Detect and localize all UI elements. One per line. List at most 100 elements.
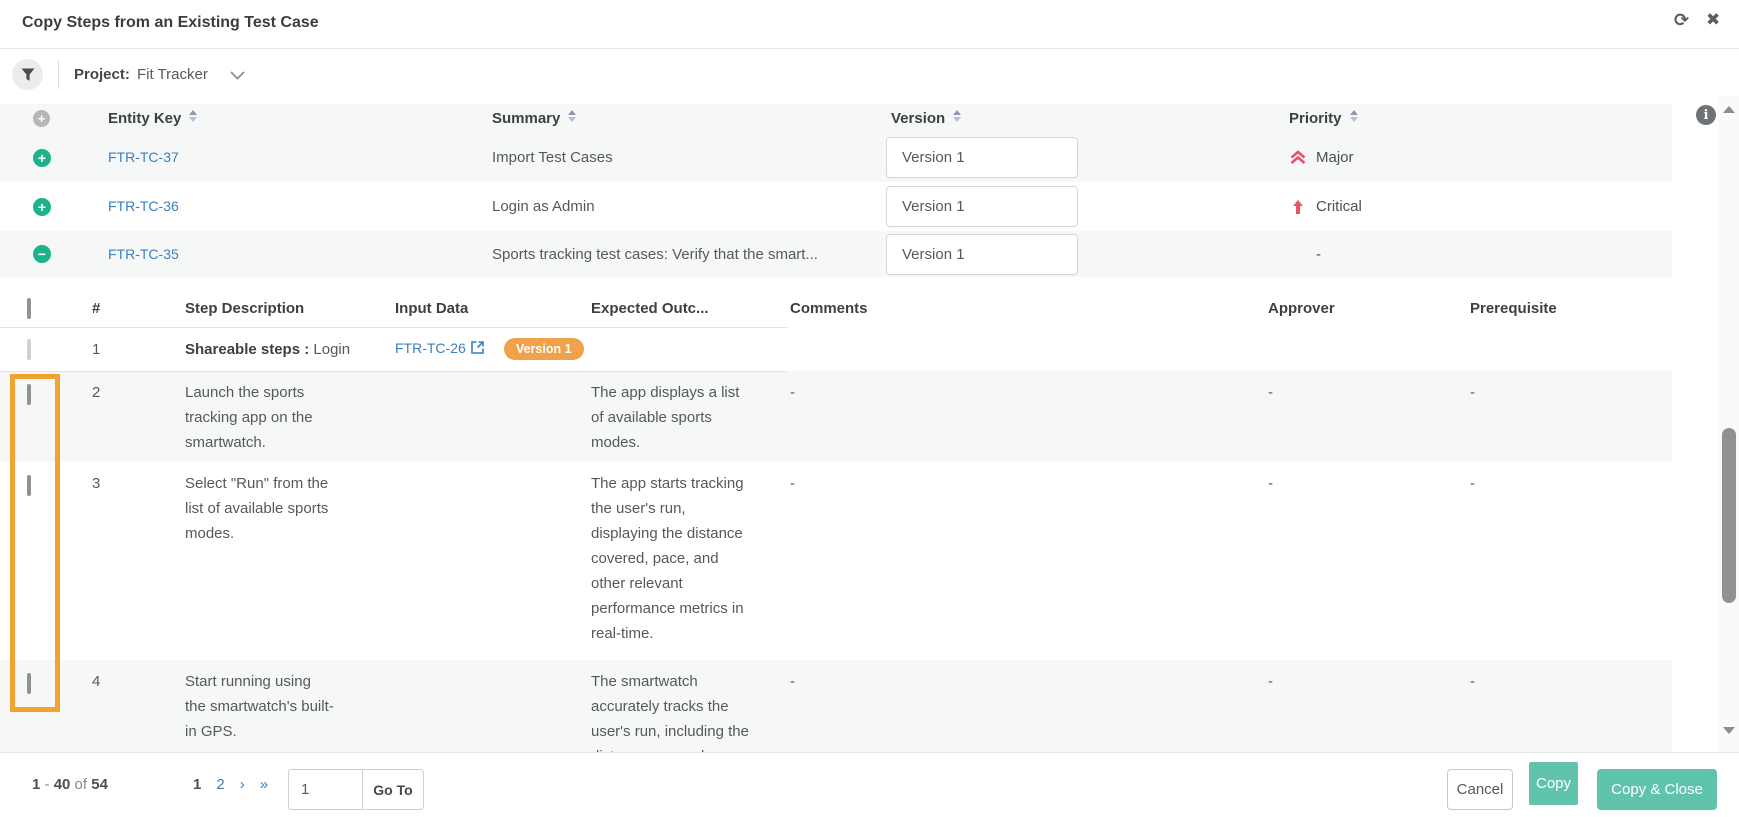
approver-value: -: [1268, 673, 1273, 690]
column-prerequisite: Prerequisite: [1470, 300, 1557, 317]
step-row: 1 Shareable steps : Login FTR-TC-26 Vers…: [0, 327, 1672, 371]
column-comments: Comments: [790, 300, 868, 317]
test-cases-table: + Entity Key Summary Version Priority + …: [0, 104, 1672, 277]
step-number: 4: [92, 673, 101, 690]
sort-icon[interactable]: [568, 110, 577, 122]
version-input[interactable]: [886, 186, 1078, 227]
expand-row-icon[interactable]: +: [33, 197, 51, 216]
range-start: 1: [32, 776, 41, 793]
page-2-link[interactable]: 2: [216, 776, 225, 793]
column-label: Version: [891, 110, 946, 127]
info-icon[interactable]: i: [1696, 105, 1716, 125]
test-case-row: + FTR-TC-36 Login as Admin Critical: [0, 182, 1672, 231]
cancel-button[interactable]: Cancel: [1447, 769, 1513, 810]
goto-button[interactable]: Go To: [362, 769, 424, 810]
column-label: Summary: [492, 110, 561, 127]
entity-key-link[interactable]: FTR-TC-37: [108, 149, 179, 165]
of-label: of: [74, 776, 88, 793]
column-step-description: Step Description: [185, 300, 305, 317]
step-number: 1: [92, 340, 101, 358]
step-row: 4 Start running using the smartwatch's b…: [0, 660, 1672, 752]
priority-label: Major: [1316, 149, 1354, 166]
expected-outcome: The smartwatch accurately tracks the use…: [591, 673, 749, 752]
entity-key-link[interactable]: FTR-TC-35: [108, 245, 179, 262]
expected-outcome: The app displays a list of available spo…: [591, 384, 740, 451]
column-input-data: Input Data: [395, 300, 469, 317]
steps-header-row: # Step Description Input Data Expected O…: [0, 290, 1672, 327]
expand-all-icon[interactable]: +: [33, 110, 50, 128]
column-expected-outcome: Expected Outc...: [591, 300, 709, 317]
step-description: Login: [309, 340, 351, 358]
collapse-row-icon[interactable]: −: [33, 245, 51, 263]
chevron-down-icon[interactable]: [230, 71, 245, 80]
scroll-up-icon[interactable]: [1723, 106, 1735, 113]
toolbar: Project: Fit Tracker i: [0, 49, 1739, 125]
comments-value: -: [790, 673, 795, 690]
scrollbar-thumb[interactable]: [1722, 428, 1736, 603]
copy-and-close-button[interactable]: Copy & Close: [1597, 769, 1717, 810]
test-case-row: + FTR-TC-37 Import Test Cases Major: [0, 133, 1672, 182]
row-divider: [0, 371, 787, 372]
entity-key-link[interactable]: FTR-TC-36: [108, 198, 179, 214]
summary-text: Login as Admin: [492, 198, 595, 215]
version-input[interactable]: [886, 137, 1078, 178]
step-checkbox[interactable]: [27, 475, 31, 496]
last-page-icon[interactable]: »: [259, 776, 269, 793]
linked-test-case[interactable]: FTR-TC-26: [395, 340, 484, 356]
page-1-current[interactable]: 1: [193, 776, 202, 793]
refresh-icon[interactable]: ⟳: [1674, 10, 1690, 30]
sort-icon[interactable]: [953, 110, 962, 122]
copy-button[interactable]: Copy: [1529, 762, 1578, 805]
scrollbar-track[interactable]: [1718, 96, 1739, 752]
close-icon[interactable]: ✖: [1706, 10, 1721, 29]
step-row: 3 Select "Run" from the list of availabl…: [0, 462, 1672, 660]
priority-critical-icon: [1289, 199, 1307, 215]
project-selector[interactable]: Fit Tracker: [137, 66, 208, 83]
column-entity-key[interactable]: Entity Key: [90, 110, 480, 127]
step-checkbox[interactable]: [27, 673, 31, 694]
column-approver: Approver: [1268, 300, 1335, 317]
test-cases-header-row: + Entity Key Summary Version Priority: [0, 104, 1672, 133]
pagination: 1 2 › »: [193, 776, 268, 793]
step-row: 2 Launch the sports tracking app on the …: [0, 371, 1672, 462]
summary-text: Sports tracking test cases: Verify that …: [492, 245, 818, 263]
filter-button[interactable]: [12, 59, 43, 90]
total-count: 54: [91, 776, 108, 793]
project-label: Project:: [74, 66, 130, 83]
shareable-steps-label: Shareable steps :: [185, 340, 310, 358]
funnel-icon: [21, 68, 35, 82]
steps-table: # Step Description Input Data Expected O…: [0, 290, 1672, 752]
expand-row-icon[interactable]: +: [33, 148, 51, 167]
version-input[interactable]: [886, 233, 1078, 275]
scroll-down-icon[interactable]: [1723, 727, 1735, 734]
linked-test-case-key: FTR-TC-26: [395, 339, 466, 356]
range-end: 40: [53, 776, 71, 793]
priority-label: Critical: [1316, 198, 1362, 215]
summary-text: Import Test Cases: [492, 149, 613, 166]
step-checkbox[interactable]: [27, 384, 31, 405]
approver-value: -: [1268, 384, 1273, 401]
external-link-icon: [470, 341, 484, 355]
version-badge: Version 1: [503, 337, 584, 361]
sort-icon[interactable]: [1349, 110, 1358, 122]
column-summary[interactable]: Summary: [480, 110, 880, 127]
goto-page-input[interactable]: [288, 769, 363, 810]
comments-value: -: [790, 384, 795, 401]
next-page-icon[interactable]: ›: [239, 776, 245, 793]
range-separator: -: [44, 776, 50, 793]
step-number: 2: [92, 384, 101, 401]
prerequisite-value: -: [1470, 673, 1475, 690]
step-checkbox-disabled: [27, 338, 31, 360]
comments-value: -: [790, 475, 795, 492]
step-number: 3: [92, 475, 101, 492]
toolbar-divider: [58, 60, 59, 89]
prerequisite-value: -: [1470, 475, 1475, 492]
select-all-checkbox[interactable]: [27, 298, 31, 319]
sort-icon[interactable]: [189, 110, 198, 122]
column-priority[interactable]: Priority: [1280, 110, 1672, 127]
prerequisite-value: -: [1470, 384, 1475, 401]
step-description: Start running using the smartwatch's bui…: [185, 673, 334, 740]
column-version[interactable]: Version: [880, 110, 1280, 127]
column-step-number: #: [92, 300, 101, 317]
step-description: Launch the sports tracking app on the sm…: [185, 384, 313, 451]
